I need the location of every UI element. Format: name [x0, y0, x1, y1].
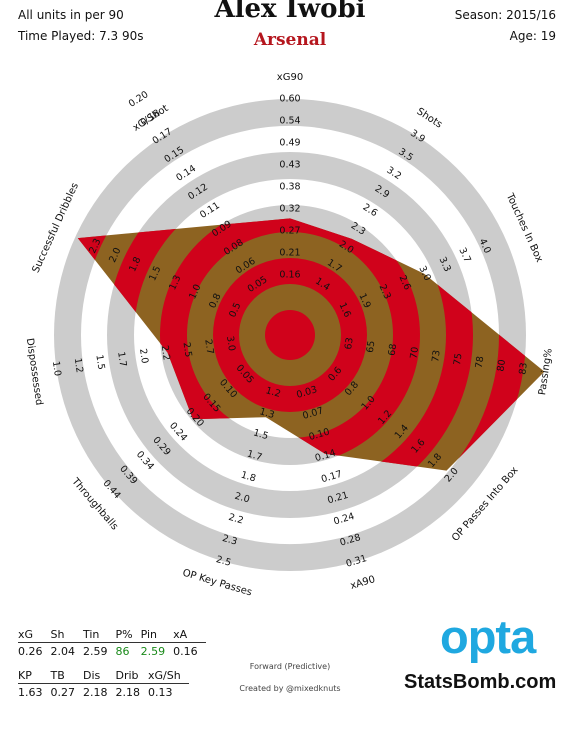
stat-value-xg: 0.26: [18, 645, 43, 658]
axis-label: xG90: [277, 72, 303, 83]
stat-header-dis: Dis: [83, 669, 116, 684]
credit-label: Created by @mixedknuts: [239, 684, 341, 693]
stat-value-sh: 2.04: [50, 645, 76, 658]
axis-label: xA90: [349, 574, 377, 592]
tick-label: 1.5: [252, 427, 270, 442]
units-note: All units in per 90: [18, 8, 124, 22]
age-label: Age: 19: [509, 29, 556, 43]
axis-label: Passing%: [537, 348, 555, 396]
stat-header-pin: Pin: [140, 628, 174, 643]
player-name: Alex Iwobi: [214, 0, 366, 24]
tick-label: 0.16: [279, 270, 300, 281]
tick-label: 0.21: [279, 248, 300, 259]
statsbomb-brand: StatsBomb.com: [404, 671, 557, 693]
stat-header-sh: Sh: [50, 628, 83, 643]
stat-value-xa: 0.16: [173, 645, 198, 658]
axis-label: Dispossessed: [24, 338, 45, 407]
stat-header-tin: Tin: [83, 628, 116, 643]
tick-label: 1.0: [50, 360, 63, 377]
tick-label: 0.32: [279, 204, 300, 215]
stat-header-pct: P%: [115, 628, 141, 643]
stat-header-xgsh: xG/Sh: [148, 669, 189, 684]
stat-header-drib: Drib: [115, 669, 148, 684]
tick-label: 0.20: [127, 89, 151, 110]
tick-label: 2.7: [202, 338, 215, 355]
season-label: Season: 2015/16: [454, 8, 556, 22]
tick-label: 2.3: [221, 533, 239, 548]
tick-label: 2.2: [227, 512, 245, 527]
tick-label: 2.2: [159, 345, 172, 362]
tick-label: 0.38: [279, 182, 300, 193]
player-center-disc: [265, 310, 315, 360]
stat-header-kp: KP: [18, 669, 51, 684]
tick-label: 0.60: [279, 94, 300, 105]
tick-label: 1.5: [93, 354, 106, 371]
tick-label: 1.7: [246, 448, 264, 463]
tick-label: 78: [474, 355, 487, 369]
stat-header-xa: xA: [173, 628, 206, 643]
tick-label: 1.2: [264, 385, 282, 400]
tick-label: 0.49: [279, 138, 300, 149]
tick-label: 1.3: [258, 406, 276, 421]
stats-table-2: KP TB Dis Drib xG/Sh 1.63 0.27 2.18 2.18…: [18, 669, 189, 699]
stat-value-pct: 86: [115, 645, 130, 658]
axis-label: OP Key Passes: [181, 568, 253, 599]
time-played: Time Played: 7.3 90s: [18, 29, 144, 43]
tick-label: 65: [365, 340, 378, 354]
stat-value-drib: 2.18: [115, 686, 141, 699]
axis-label: Shots: [415, 106, 444, 130]
stat-value-tb: 0.27: [50, 686, 76, 699]
tick-label: 2.5: [181, 341, 194, 358]
tick-label: 0.17: [320, 469, 343, 486]
stat-header-xg: xG: [18, 628, 51, 643]
tick-label: 75: [452, 352, 465, 366]
tick-label: 1.8: [240, 470, 258, 485]
stat-value-tin: 2.59: [83, 645, 108, 658]
team-name: Arsenal: [253, 30, 327, 50]
tick-label: 3.0: [224, 335, 237, 352]
tick-label: 70: [408, 346, 421, 360]
tick-label: 0.54: [279, 116, 300, 127]
tick-label: 0.43: [279, 160, 300, 171]
stat-value-xgsh: 0.13: [148, 686, 173, 699]
position-label: Forward (Predictive): [249, 662, 331, 671]
stat-header-tb: TB: [50, 669, 83, 684]
tick-label: 0.27: [279, 226, 300, 237]
tick-label: 3.2: [384, 165, 403, 182]
tick-label: 2.5: [215, 554, 233, 569]
tick-label: 1.2: [72, 357, 85, 374]
tick-label: 83: [517, 362, 530, 376]
radar-chart: 0.16 0.21 0.27 0.32 0.38 0.43 0.49 0.54 0.60 xG90…: [24, 72, 555, 599]
stat-value-kp: 1.63: [18, 686, 43, 699]
player-band-0: [213, 258, 367, 412]
player-shape: [77, 218, 545, 471]
stats-table-1: xG Sh Tin P% Pin xA 0.26 2.04 2.59 86 2.…: [18, 628, 206, 658]
opta-logo: opta: [440, 610, 536, 663]
tick-label: 3.7: [456, 246, 472, 264]
player-shape-fill: [77, 218, 545, 471]
tick-label: 2.0: [233, 491, 251, 506]
tick-label: 63: [343, 337, 356, 351]
tick-label: 1.7: [115, 351, 128, 368]
stat-value-dis: 2.18: [83, 686, 108, 699]
tick-label: 73: [430, 349, 443, 363]
tick-label: 80: [495, 359, 508, 373]
tick-label: 0.24: [332, 511, 355, 528]
tick-label: 2.0: [137, 348, 150, 365]
stat-value-pin: 2.59: [140, 645, 166, 658]
tick-label: 68: [387, 343, 400, 357]
